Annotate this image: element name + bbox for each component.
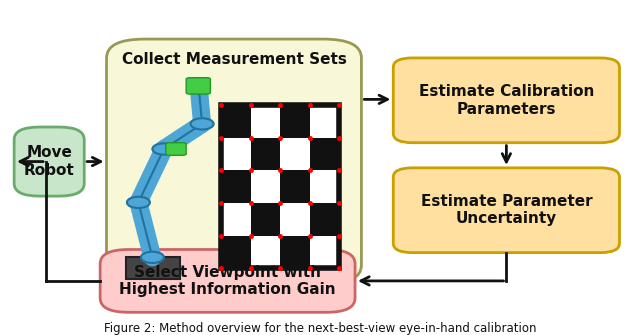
Text: Move
Robot: Move Robot (24, 145, 74, 178)
Circle shape (152, 143, 175, 155)
Bar (251, 138, 280, 171)
FancyBboxPatch shape (125, 257, 180, 279)
Bar (280, 236, 310, 268)
Circle shape (141, 252, 164, 263)
Bar (310, 203, 339, 236)
FancyBboxPatch shape (100, 250, 355, 312)
Bar (221, 171, 251, 203)
Bar (221, 105, 339, 268)
Text: Estimate Calibration
Parameters: Estimate Calibration Parameters (419, 84, 594, 117)
FancyBboxPatch shape (106, 39, 362, 284)
Bar (221, 105, 251, 138)
FancyBboxPatch shape (394, 168, 620, 253)
Text: Figure 2: Method overview for the next-best-view eye-in-hand calibration: Figure 2: Method overview for the next-b… (104, 322, 536, 335)
FancyBboxPatch shape (14, 127, 84, 196)
Text: Collect Measurement Sets: Collect Measurement Sets (122, 52, 346, 67)
Bar (221, 105, 339, 268)
Text: Select Viewpoint with
Highest Information Gain: Select Viewpoint with Highest Informatio… (119, 265, 336, 297)
FancyBboxPatch shape (166, 143, 186, 155)
Bar (221, 236, 251, 268)
Bar (280, 105, 310, 138)
Bar (251, 203, 280, 236)
FancyBboxPatch shape (186, 78, 211, 94)
Circle shape (191, 118, 214, 130)
FancyBboxPatch shape (394, 58, 620, 143)
Bar (310, 138, 339, 171)
Text: Estimate Parameter
Uncertainty: Estimate Parameter Uncertainty (420, 194, 592, 226)
Circle shape (127, 197, 150, 208)
Bar (280, 171, 310, 203)
